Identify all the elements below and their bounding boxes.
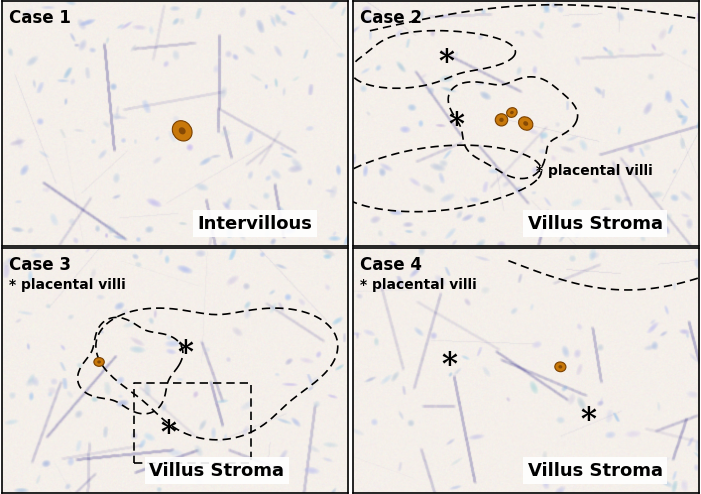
Text: *: * xyxy=(438,47,454,78)
Ellipse shape xyxy=(97,361,101,364)
Ellipse shape xyxy=(499,118,504,122)
Text: *: * xyxy=(177,338,193,369)
Ellipse shape xyxy=(519,117,533,130)
Text: Villus Stroma: Villus Stroma xyxy=(527,461,662,480)
Ellipse shape xyxy=(510,111,514,114)
Ellipse shape xyxy=(496,114,508,126)
Ellipse shape xyxy=(179,127,186,134)
Text: *: * xyxy=(161,418,177,450)
Text: Case 3: Case 3 xyxy=(9,256,71,274)
Text: Intervillous: Intervillous xyxy=(198,214,313,233)
Ellipse shape xyxy=(554,362,566,371)
Text: Case 4: Case 4 xyxy=(360,256,421,274)
Text: Case 1: Case 1 xyxy=(9,9,71,27)
Text: * placental villi: * placental villi xyxy=(360,278,476,292)
Ellipse shape xyxy=(559,365,562,369)
Text: Villus Stroma: Villus Stroma xyxy=(527,214,662,233)
Ellipse shape xyxy=(172,121,192,141)
Text: Case 2: Case 2 xyxy=(360,9,421,27)
Ellipse shape xyxy=(523,121,529,126)
Text: * placental villi: * placental villi xyxy=(9,278,125,292)
Text: *: * xyxy=(449,111,465,141)
Text: Villus Stroma: Villus Stroma xyxy=(149,461,285,480)
Text: * placental villi: * placental villi xyxy=(536,164,653,178)
Ellipse shape xyxy=(94,358,104,367)
Text: *: * xyxy=(580,405,596,436)
Text: *: * xyxy=(442,350,458,381)
Ellipse shape xyxy=(507,108,517,118)
